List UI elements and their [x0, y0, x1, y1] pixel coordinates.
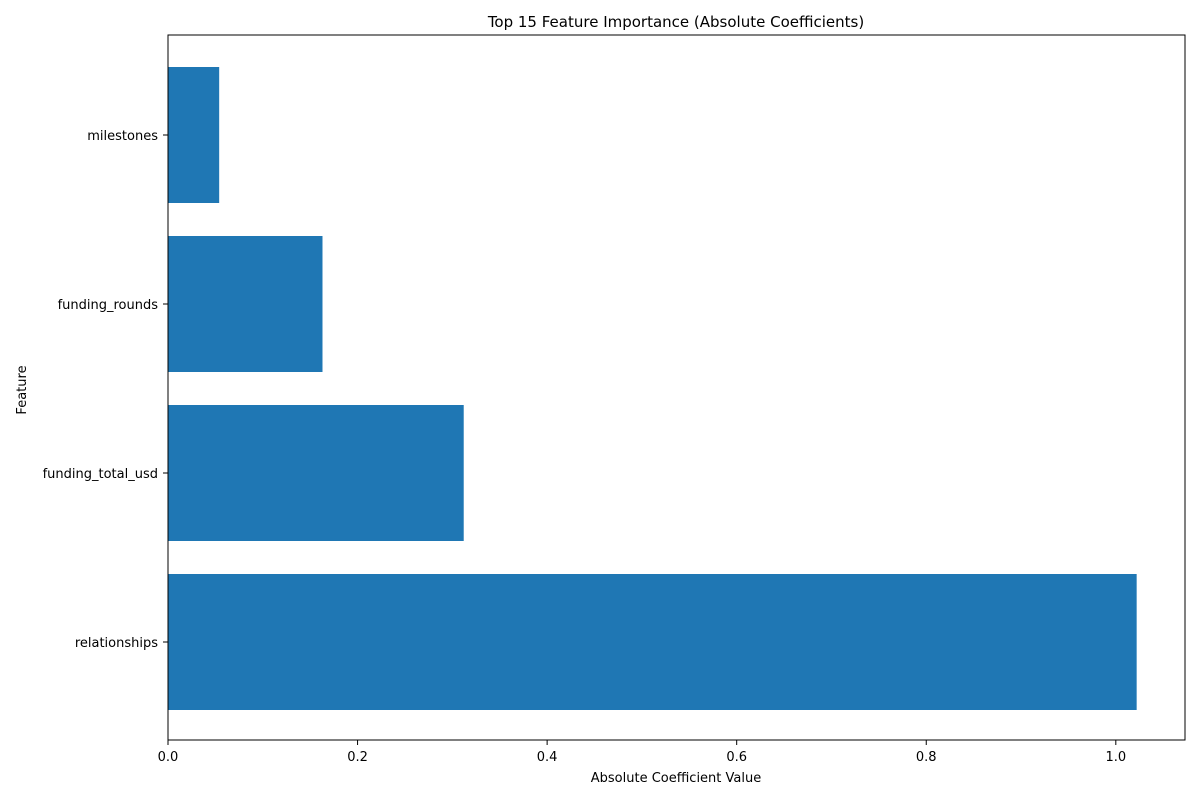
x-tick-label: 0.4	[537, 750, 558, 765]
bars-group	[168, 67, 1137, 710]
plot-frame	[167, 34, 1186, 741]
y-tick-label-funding-total-usd: funding_total_usd	[43, 467, 158, 482]
x-tick-label: 0.8	[916, 750, 937, 765]
bar-funding-total-usd	[168, 405, 464, 541]
bar-milestones	[168, 67, 220, 203]
y-tick-label-relationships: relationships	[75, 636, 158, 651]
bar-relationships	[168, 574, 1137, 710]
chart-title: Top 15 Feature Importance (Absolute Coef…	[487, 13, 864, 31]
bar-funding-rounds	[168, 236, 323, 372]
y-tick-label-milestones: milestones	[87, 129, 158, 144]
x-axis-label: Absolute Coefficient Value	[591, 771, 761, 786]
x-tick-label: 1.0	[1105, 750, 1126, 765]
x-tick-label: 0.2	[347, 750, 368, 765]
y-axis-label: Feature	[15, 365, 30, 414]
x-tick-label: 0.0	[158, 750, 179, 765]
x-axis-ticks: 0.0 0.2 0.4 0.6 0.8 1.0	[158, 740, 1126, 765]
y-axis-ticks: relationships funding_total_usd funding_ro…	[43, 129, 168, 651]
x-tick-label: 0.6	[726, 750, 747, 765]
y-tick-label-funding-rounds: funding_rounds	[58, 298, 159, 313]
